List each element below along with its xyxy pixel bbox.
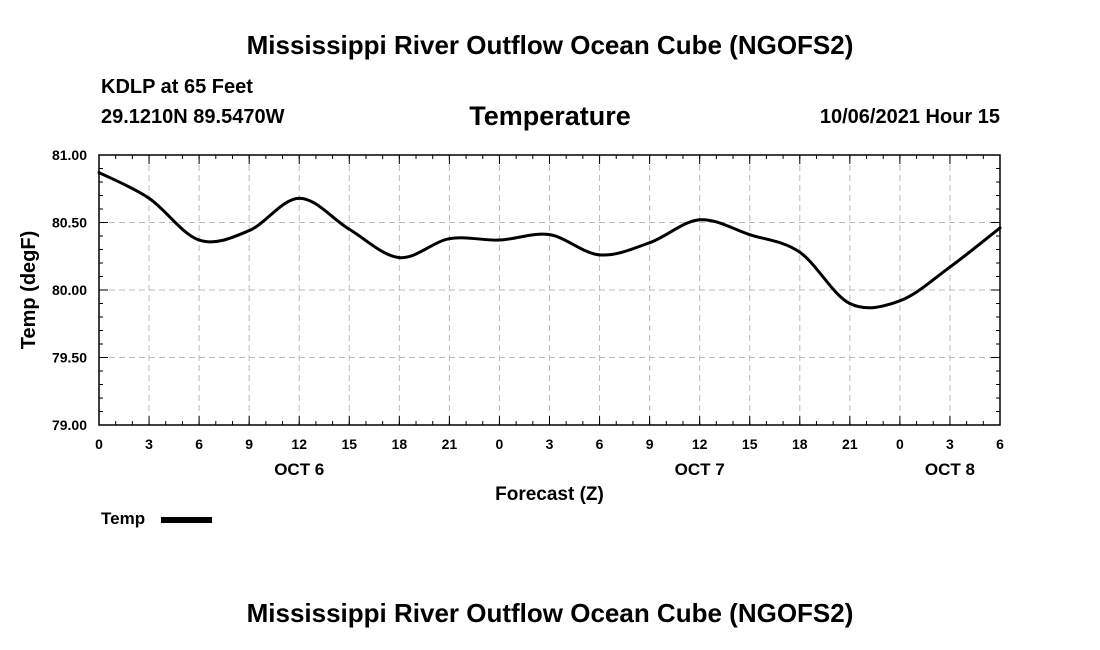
data-point bbox=[898, 299, 902, 303]
x-tick-label: 3 bbox=[145, 436, 153, 452]
y-tick-label: 80.50 bbox=[52, 215, 87, 231]
x-tick-label: 0 bbox=[95, 436, 103, 452]
data-point bbox=[247, 229, 251, 233]
data-point bbox=[447, 237, 451, 241]
date-label: OCT 7 bbox=[675, 460, 725, 479]
x-tick-label: 15 bbox=[742, 436, 758, 452]
y-tick-label: 80.00 bbox=[52, 282, 87, 298]
x-tick-label: 18 bbox=[792, 436, 808, 452]
x-tick-label: 18 bbox=[392, 436, 408, 452]
y-tick-label: 79.50 bbox=[52, 350, 87, 366]
x-tick-label: 9 bbox=[245, 436, 253, 452]
chart-footer-title: Mississippi River Outflow Ocean Cube (NG… bbox=[246, 598, 854, 628]
chart-main-title: Mississippi River Outflow Ocean Cube (NG… bbox=[246, 30, 854, 60]
y-tick-label: 79.00 bbox=[52, 417, 87, 433]
data-point bbox=[297, 196, 301, 200]
x-tick-label: 6 bbox=[996, 436, 1004, 452]
x-tick-label: 6 bbox=[195, 436, 203, 452]
x-tick-label: 6 bbox=[596, 436, 604, 452]
x-tick-label: 15 bbox=[341, 436, 357, 452]
x-tick-label: 0 bbox=[896, 436, 904, 452]
data-point bbox=[548, 233, 551, 237]
plot-frame bbox=[98, 154, 1001, 426]
data-point bbox=[147, 196, 151, 200]
data-point bbox=[197, 238, 201, 242]
station-coordinates: 29.1210N 89.5470W bbox=[101, 106, 285, 128]
x-tick-label: 0 bbox=[496, 436, 504, 452]
x-tick-label: 3 bbox=[546, 436, 554, 452]
chart-subtitle: Temperature bbox=[469, 101, 631, 131]
x-axis-label: Forecast (Z) bbox=[495, 484, 604, 505]
data-point bbox=[347, 227, 351, 231]
x-tick-label: 21 bbox=[442, 436, 458, 452]
data-point bbox=[397, 256, 401, 260]
data-point bbox=[748, 233, 752, 237]
x-tick-label: 12 bbox=[291, 436, 307, 452]
x-tick-label: 21 bbox=[842, 436, 858, 452]
data-point bbox=[97, 171, 101, 175]
legend-line-swatch bbox=[161, 517, 212, 523]
data-point bbox=[598, 253, 602, 257]
data-point bbox=[848, 302, 852, 305]
station-label: KDLP at 65 Feet bbox=[101, 76, 253, 98]
date-label: OCT 8 bbox=[925, 460, 975, 479]
data-point bbox=[497, 238, 501, 242]
x-tick-label: 3 bbox=[946, 436, 954, 452]
x-tick-label: 12 bbox=[692, 436, 708, 452]
data-point bbox=[998, 226, 1002, 230]
y-tick-label: 81.00 bbox=[52, 147, 87, 163]
date-label: OCT 6 bbox=[274, 460, 324, 479]
data-point bbox=[948, 265, 952, 269]
data-point bbox=[648, 241, 652, 245]
legend-label: Temp bbox=[101, 509, 146, 528]
y-axis-label: Temp (degF) bbox=[18, 231, 40, 350]
x-tick-label: 9 bbox=[646, 436, 654, 452]
data-point bbox=[698, 218, 702, 222]
forecast-datetime: 10/06/2021 Hour 15 bbox=[819, 106, 1000, 128]
data-point bbox=[798, 250, 802, 254]
